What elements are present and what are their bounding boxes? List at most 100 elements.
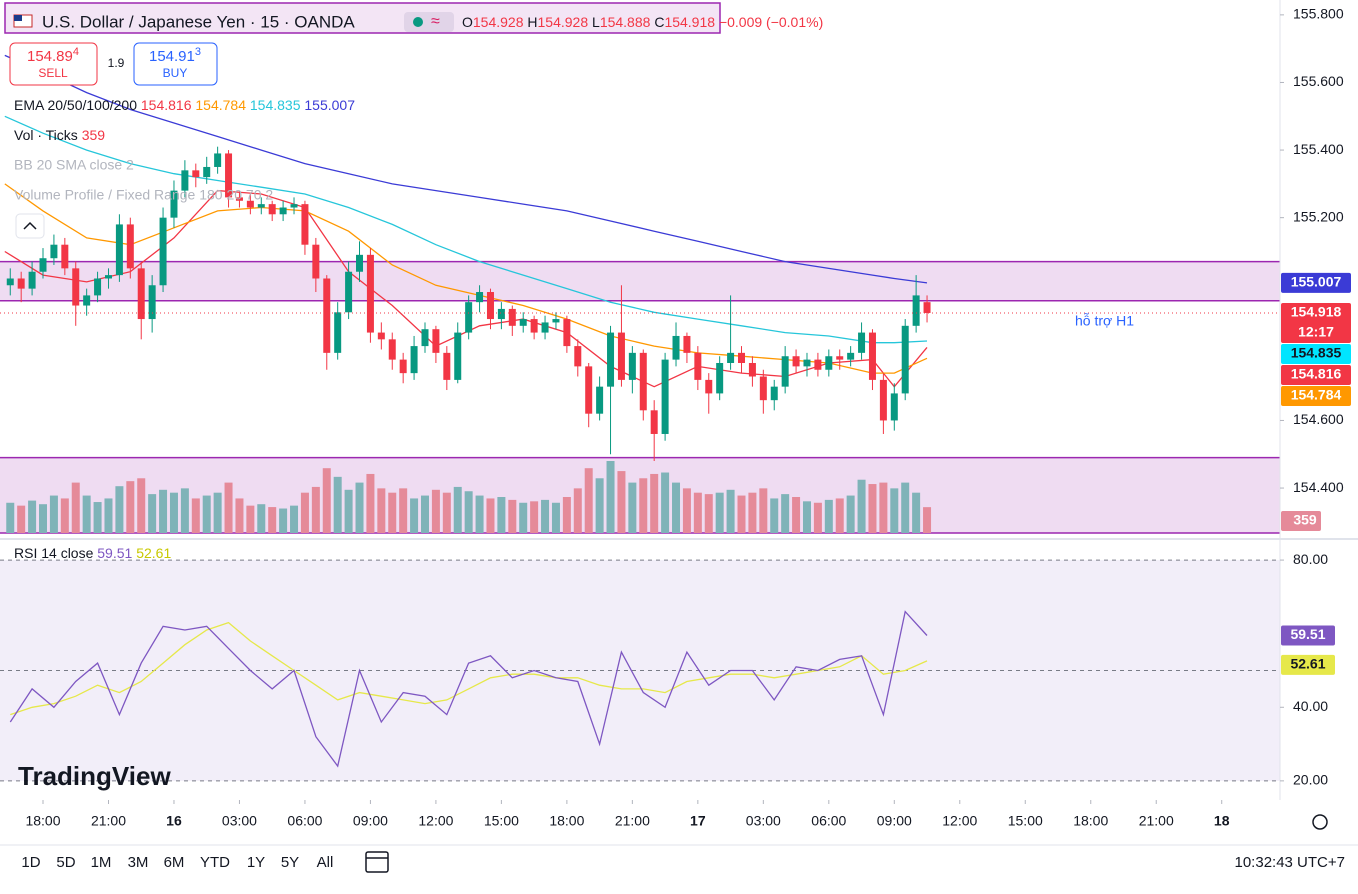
- clock[interactable]: 10:32:43 UTC+7: [1235, 854, 1346, 871]
- date-range-icon[interactable]: [365, 851, 389, 873]
- hidden-study[interactable]: BB 20 SMA close 2: [14, 157, 134, 173]
- collapse-button[interactable]: [15, 213, 45, 239]
- y-tick-label: 154.600: [1293, 411, 1344, 427]
- buy-price-main[interactable]: 154.91: [149, 48, 195, 65]
- volume-bar: [737, 495, 746, 533]
- volume-bar: [180, 488, 189, 533]
- buy-label[interactable]: BUY: [163, 66, 188, 80]
- range-button[interactable]: 1Y: [247, 854, 265, 871]
- volume-bar: [431, 489, 440, 533]
- rsi-label: RSI 14 close: [14, 545, 94, 561]
- volume-bar: [279, 508, 288, 533]
- ema-legend[interactable]: EMA 20/50/100/200 154.816 154.784 154.83…: [14, 97, 355, 113]
- range-button[interactable]: 6M: [164, 854, 185, 871]
- volume-bar: [890, 488, 899, 533]
- watermark: TradingView: [18, 761, 171, 791]
- sell-price[interactable]: 154.894: [27, 46, 79, 65]
- volume-bar: [49, 495, 58, 533]
- volume-bar: [6, 502, 15, 533]
- volume-bar: [519, 502, 528, 533]
- ohlc-label: O: [462, 14, 473, 30]
- candle-body: [377, 332, 385, 340]
- candle-body: [519, 319, 527, 326]
- rsi-badge: [1281, 654, 1335, 675]
- ema-value: 154.816: [141, 97, 192, 113]
- volume-bar: [377, 488, 386, 533]
- candle-body: [825, 356, 833, 370]
- candle-body: [268, 204, 276, 215]
- range-button[interactable]: 5Y: [281, 854, 299, 871]
- buy-price-pip[interactable]: 3: [195, 46, 201, 58]
- volume-bar: [704, 494, 713, 533]
- volume-bar: [584, 468, 593, 533]
- volume-bar: [420, 495, 429, 533]
- symbol-title[interactable]: U.S. Dollar / Japanese Yen · 15 · OANDA: [42, 12, 355, 31]
- candle-body: [83, 295, 91, 306]
- volume-value: 359: [82, 127, 106, 143]
- volume-bar: [595, 478, 604, 533]
- rsi-legend[interactable]: RSI 14 close 59.51 52.61: [14, 545, 171, 561]
- volume-bar: [355, 482, 364, 533]
- sell-price-pip[interactable]: 4: [73, 46, 79, 58]
- collapse-icon: [23, 221, 37, 230]
- volume-bar: [388, 492, 397, 533]
- y-tick-label: 20.00: [1293, 772, 1328, 788]
- status-badge[interactable]: [404, 12, 454, 32]
- volume-bar: [257, 504, 266, 533]
- x-tick-label: 18:00: [25, 813, 60, 829]
- volume-bar: [672, 482, 681, 533]
- volume-bar: [628, 482, 637, 533]
- candle-body: [563, 319, 571, 347]
- volume-bar: [410, 498, 419, 533]
- settings-icon[interactable]: [1312, 814, 1328, 830]
- ohlc-values: O154.928 H154.928 L154.888 C154.918 −0.0…: [462, 14, 823, 30]
- ema-value: 154.835: [250, 97, 301, 113]
- volume-bar: [442, 492, 451, 533]
- volume-bar: [715, 492, 724, 533]
- volume-bar: [682, 488, 691, 533]
- candle-body: [192, 170, 200, 178]
- volume-bar: [901, 482, 910, 533]
- candle-body: [72, 268, 80, 306]
- ohlc-value: 154.918: [664, 14, 715, 30]
- rsi-badge: [1281, 625, 1335, 646]
- market-open-dot: [413, 17, 423, 27]
- candle-body: [6, 278, 14, 286]
- candle-body: [727, 352, 735, 363]
- volume-bar: [311, 486, 320, 533]
- x-tick-label: 12:00: [418, 813, 453, 829]
- candle-body: [912, 295, 920, 326]
- y-tick-label: 155.200: [1293, 208, 1344, 224]
- candle-body: [170, 190, 178, 218]
- volume-legend[interactable]: Vol · Ticks 359: [14, 127, 105, 143]
- hidden-study[interactable]: Volume Profile / Fixed Range 180 20 70 2: [14, 187, 273, 203]
- delay-icon: ≈: [431, 13, 440, 30]
- range-button[interactable]: All: [317, 854, 334, 871]
- rsi-badge-label: 52.61: [1290, 656, 1325, 672]
- candle-body: [28, 271, 36, 289]
- candle-body: [661, 359, 669, 434]
- x-tick-label: 03:00: [222, 813, 257, 829]
- range-button[interactable]: 3M: [128, 854, 149, 871]
- x-tick-label: 09:00: [353, 813, 388, 829]
- range-button[interactable]: 5D: [56, 854, 75, 871]
- candle-body: [115, 224, 123, 276]
- candle-body: [61, 244, 69, 269]
- volume-bar: [541, 499, 550, 533]
- x-tick-label: 06:00: [811, 813, 846, 829]
- buy-price[interactable]: 154.913: [149, 46, 201, 65]
- candle-body: [279, 207, 287, 215]
- sell-price-main[interactable]: 154.89: [27, 48, 73, 65]
- candle-body: [847, 352, 855, 360]
- buy-button[interactable]: [133, 42, 218, 86]
- range-button[interactable]: 1D: [21, 854, 40, 871]
- range-button[interactable]: YTD: [200, 854, 230, 871]
- sell-label[interactable]: SELL: [38, 66, 68, 80]
- volume-bar: [846, 495, 855, 533]
- candle-body: [596, 386, 604, 414]
- y-tick-label: 154.400: [1293, 479, 1344, 495]
- volume-label: Vol · Ticks: [14, 127, 78, 143]
- range-button[interactable]: 1M: [91, 854, 112, 871]
- sell-button[interactable]: [9, 42, 98, 86]
